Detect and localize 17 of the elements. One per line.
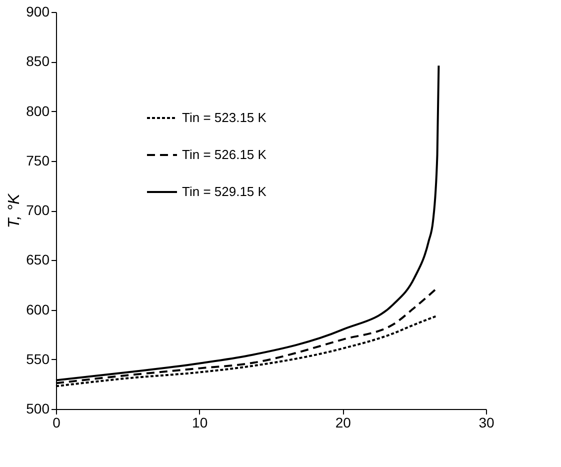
y-tick-label: 700 [26, 202, 50, 218]
y-tick-label: 900 [26, 4, 50, 20]
x-tick-label: 10 [192, 414, 208, 430]
y-tick-label: 500 [26, 400, 50, 416]
x-tick-label: 20 [335, 414, 352, 430]
legend-label: Tin = 526.15 K [182, 147, 267, 162]
legend-label: Tin = 529.15 K [182, 184, 267, 199]
y-tick-label: 600 [26, 301, 50, 318]
y-tick-label: 750 [26, 152, 50, 168]
y-axis-title: T, °K [6, 192, 24, 228]
x-tick-label: 0 [52, 414, 61, 430]
legend-label: Tin = 523.15 K [182, 110, 267, 125]
y-tick-label: 650 [26, 252, 50, 268]
y-tick-label: 550 [26, 350, 50, 367]
y-tick-label: 800 [26, 102, 50, 119]
x-tick-label: 30 [478, 414, 494, 430]
y-tick-label: 850 [26, 53, 50, 70]
